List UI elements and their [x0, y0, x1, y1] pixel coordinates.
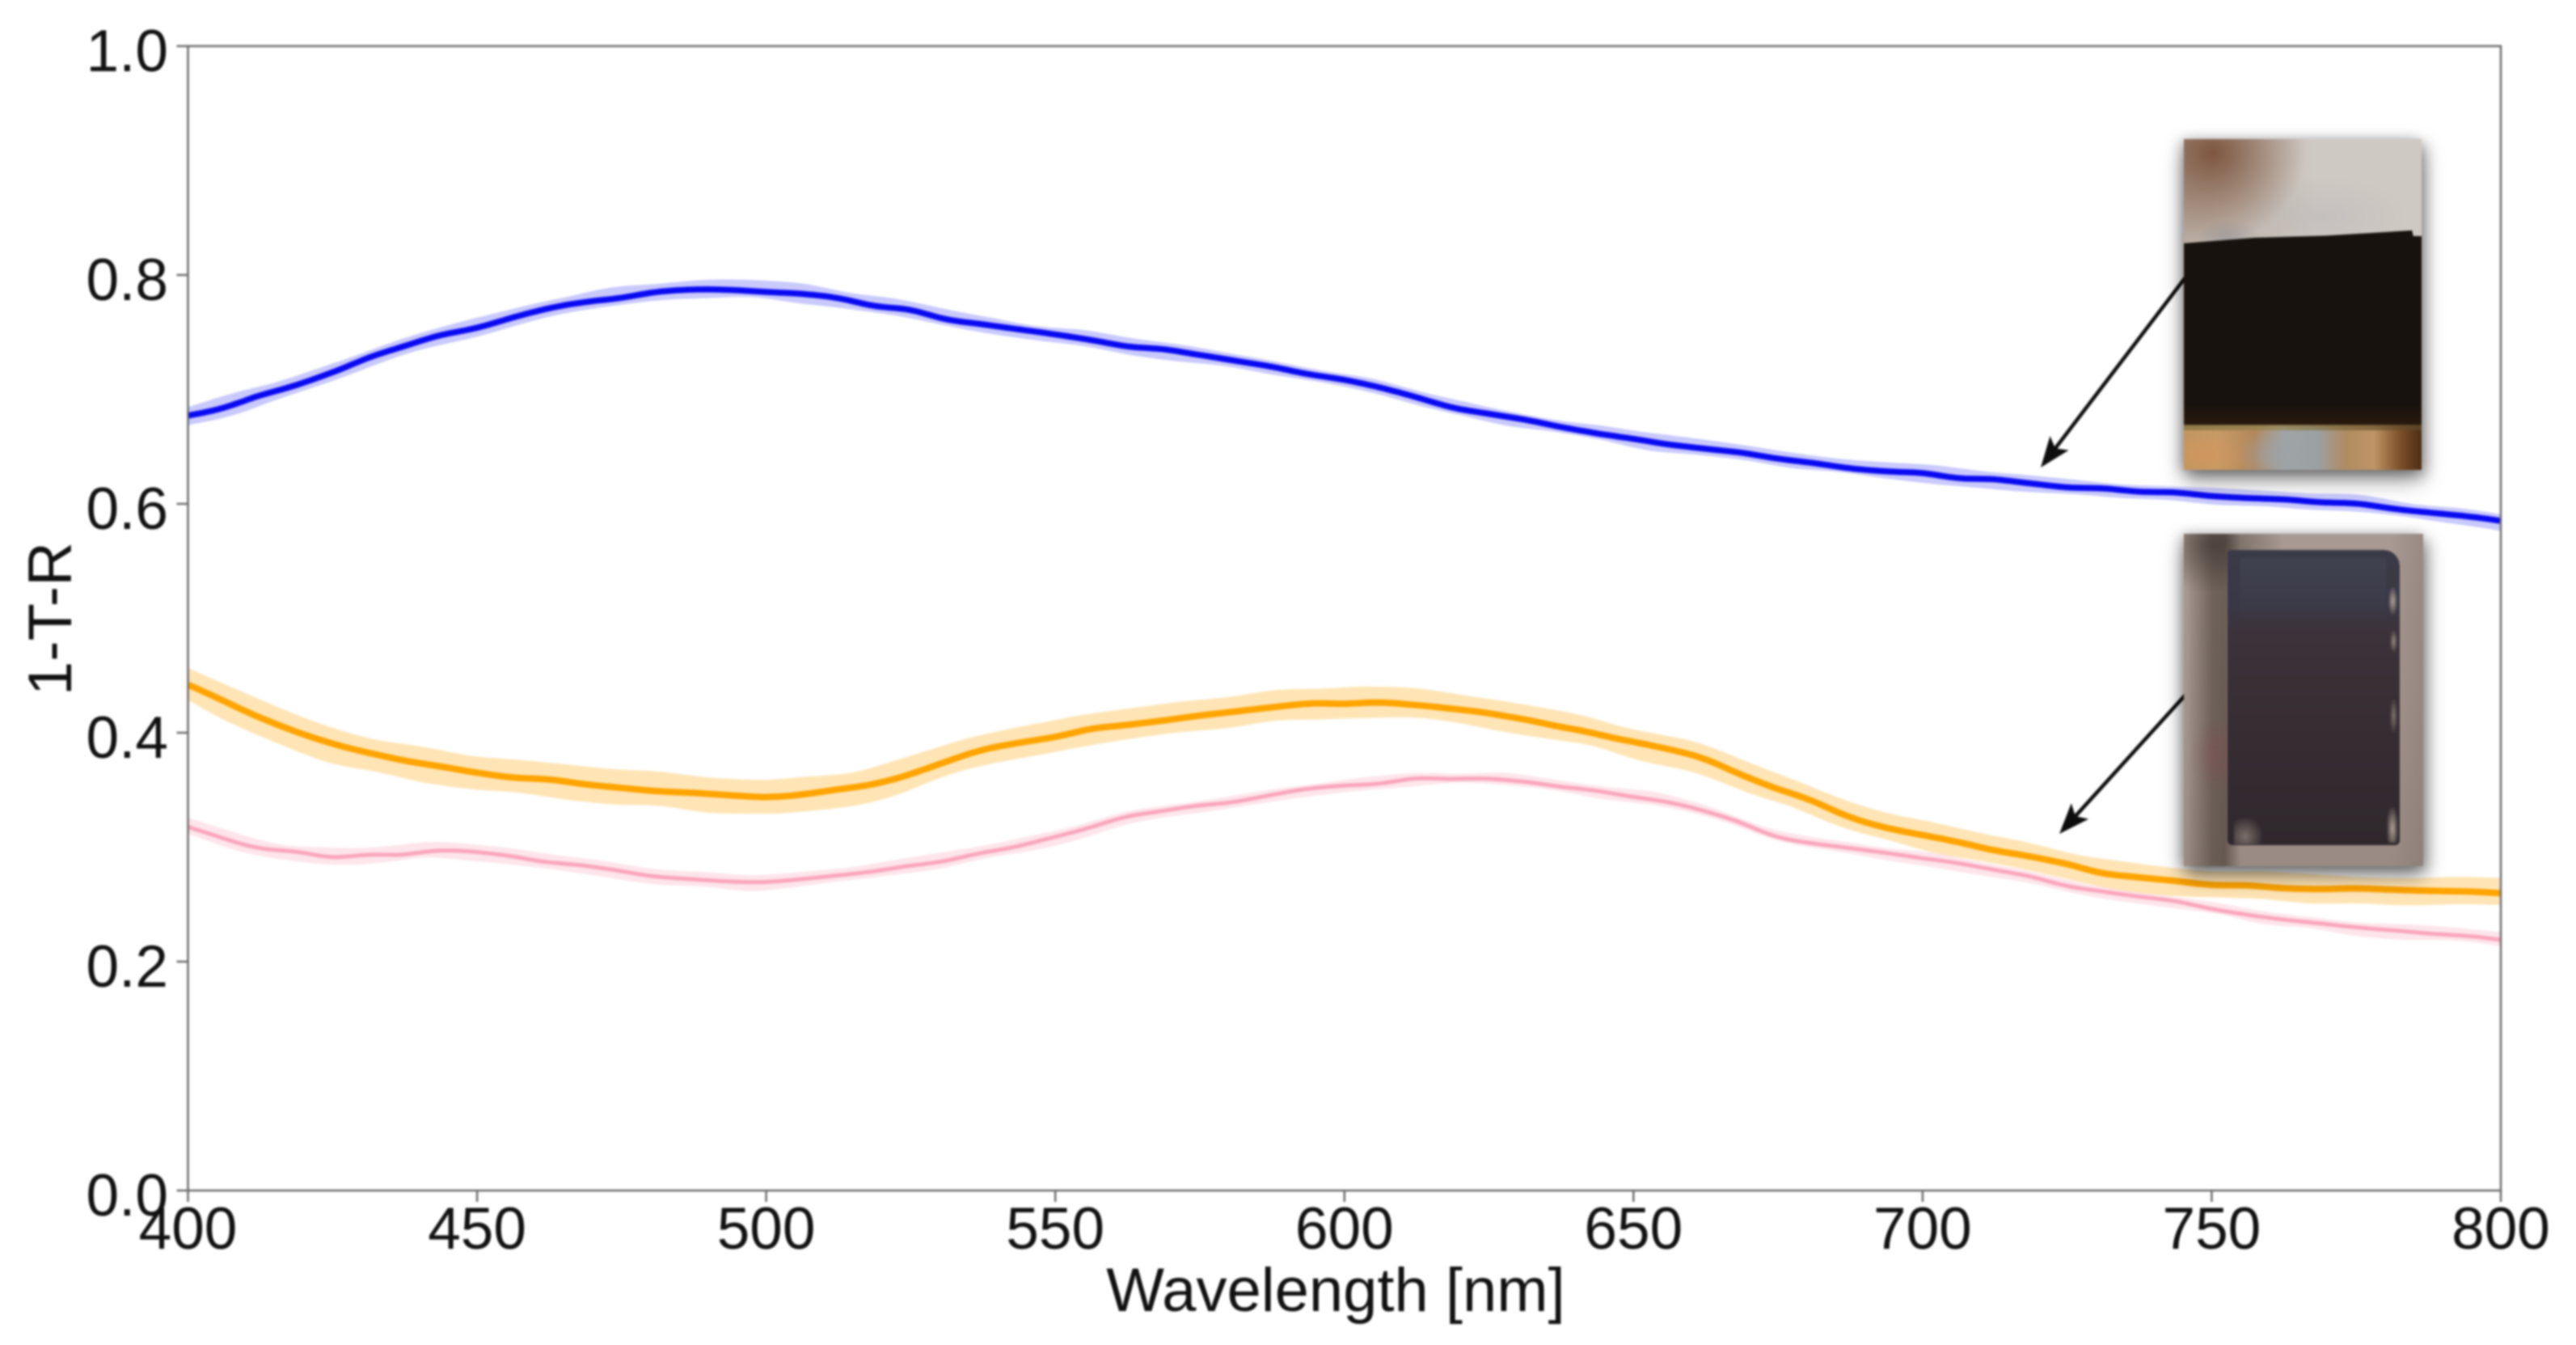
- svg-text:0.4: 0.4: [87, 705, 168, 771]
- svg-text:500: 500: [717, 1196, 816, 1262]
- svg-text:800: 800: [2451, 1196, 2550, 1262]
- svg-text:550: 550: [1006, 1196, 1104, 1262]
- svg-text:450: 450: [428, 1196, 526, 1262]
- svg-text:0.6: 0.6: [87, 476, 168, 542]
- svg-text:750: 750: [2162, 1196, 2261, 1262]
- svg-text:700: 700: [1873, 1196, 1972, 1262]
- svg-text:0.0: 0.0: [87, 1163, 168, 1229]
- svg-text:400: 400: [139, 1196, 238, 1262]
- svg-text:600: 600: [1295, 1196, 1394, 1262]
- svg-text:Wavelength [nm]: Wavelength [nm]: [1106, 1256, 1565, 1325]
- svg-text:1.0: 1.0: [87, 19, 168, 84]
- svg-text:650: 650: [1584, 1196, 1683, 1262]
- svg-text:1-T-R: 1-T-R: [16, 542, 85, 696]
- svg-text:0.2: 0.2: [87, 934, 168, 1000]
- svg-text:0.8: 0.8: [87, 247, 168, 313]
